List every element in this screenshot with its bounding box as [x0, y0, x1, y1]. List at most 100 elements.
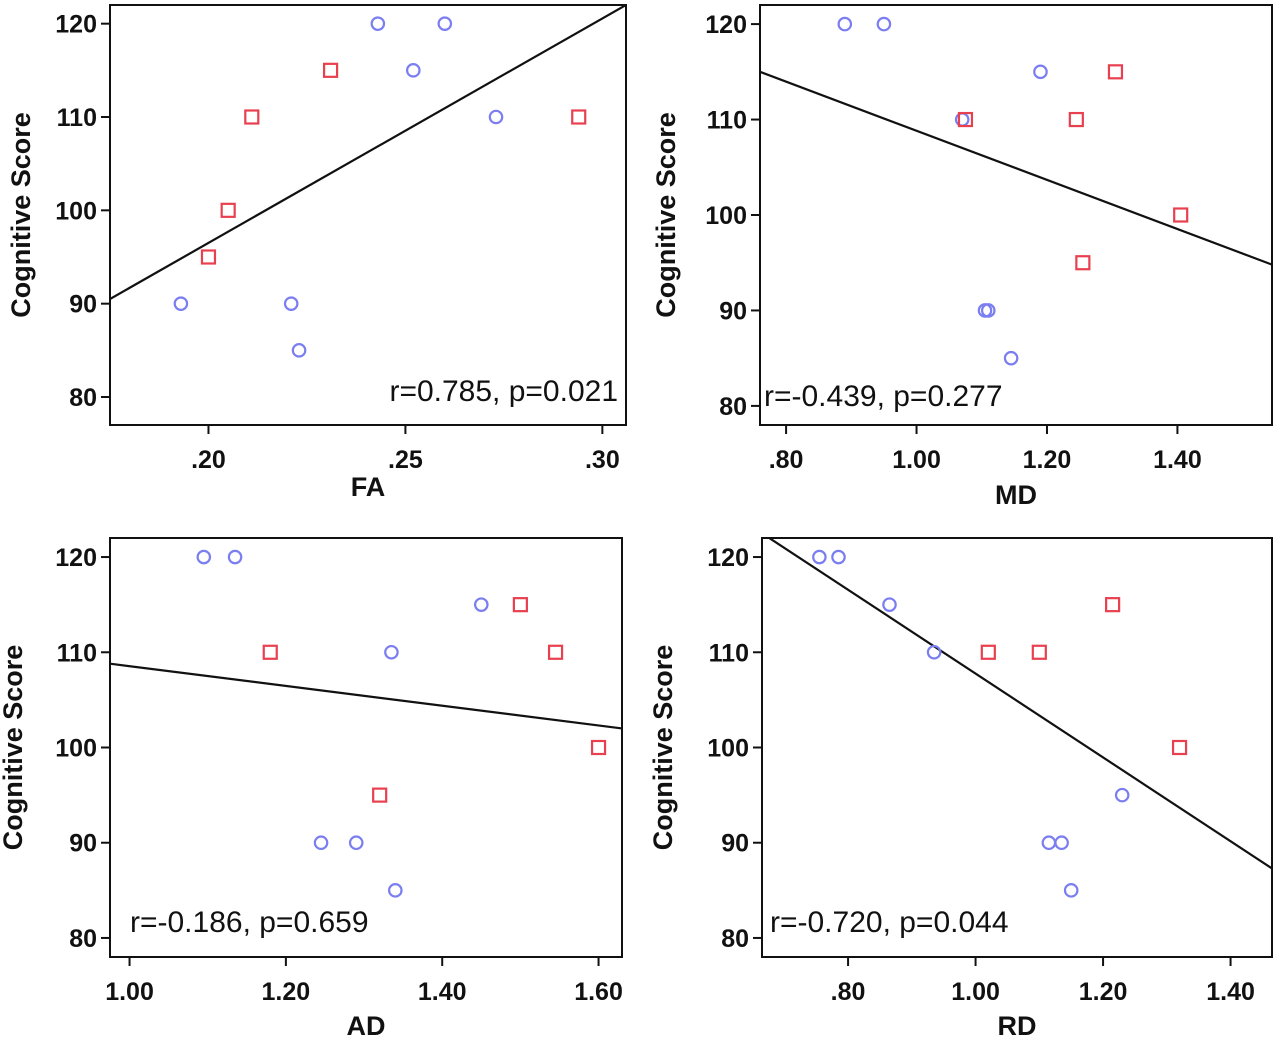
data-point-circle — [1054, 835, 1069, 851]
y-tick-label: 100 — [705, 202, 747, 230]
data-point-circle — [831, 549, 846, 565]
data-point-circle — [473, 597, 489, 612]
y-tick-label: 80 — [721, 925, 749, 953]
x-axis-title: MD — [995, 480, 1037, 510]
y-axis-title: Cognitive Score — [0, 645, 28, 851]
data-point-square — [1075, 255, 1091, 271]
scatter-panel-md: 80 90 100 110 120 .80 1.00 1.20 1.40 MD Cognitive … — [651, 4, 1273, 510]
data-point-circle — [196, 549, 212, 565]
data-point-circle — [173, 296, 189, 311]
data-point-circle — [882, 597, 897, 612]
x-tick-label: 1.40 — [1206, 978, 1255, 1006]
data-point-square — [571, 109, 587, 125]
x-tick-label: 1.40 — [1153, 446, 1202, 474]
y-tick-label: 110 — [57, 639, 97, 667]
y-tick-label: 110 — [709, 639, 749, 667]
correlation-annotation: r=-0.186, p=0.659 — [130, 906, 369, 939]
data-point-circle — [980, 303, 996, 318]
data-point-square — [512, 597, 528, 613]
y-tick-label: 120 — [705, 11, 747, 39]
data-point-square — [262, 644, 278, 660]
plot-frame — [109, 4, 627, 426]
y-axis-title: Cognitive Score — [648, 645, 678, 851]
data-point-circle — [1063, 883, 1079, 898]
correlation-annotation: r=-0.720, p=0.044 — [770, 906, 1009, 939]
y-tick-label: 80 — [69, 384, 97, 412]
data-point-circle — [370, 16, 386, 31]
regression-line — [110, 662, 622, 730]
regression-line — [760, 70, 1272, 266]
x-tick-label: .25 — [388, 446, 423, 474]
data-point-circle — [313, 835, 329, 851]
correlation-annotation: r=0.785, p=0.021 — [389, 375, 618, 408]
data-point-square — [220, 202, 236, 218]
data-point-square — [1105, 597, 1121, 613]
data-point-square — [1031, 644, 1047, 660]
data-point-square — [372, 787, 388, 803]
y-tick-label: 120 — [55, 11, 97, 39]
data-point-circle — [926, 644, 942, 660]
scatter-panel-fa: 80 90 100 110 120 .20 .25 .30 FA Cognitive Score r… — [6, 4, 627, 502]
data-point-circle — [837, 16, 853, 32]
data-point-square — [1173, 207, 1189, 223]
y-axis-title: Cognitive Score — [6, 112, 36, 318]
data-point-square — [957, 111, 974, 128]
data-point-square — [1107, 64, 1124, 80]
data-point-square — [1171, 739, 1188, 756]
x-tick-label: 1.60 — [574, 978, 623, 1006]
x-axis-title: RD — [998, 1011, 1037, 1041]
data-point-circle — [812, 549, 827, 565]
y-tick-label: 100 — [55, 735, 97, 763]
data-point-circle — [488, 109, 504, 125]
data-point-square — [200, 249, 217, 265]
y-tick-label: 90 — [721, 830, 749, 858]
x-axis-title: AD — [347, 1011, 386, 1041]
y-tick-label: 80 — [719, 393, 747, 421]
x-tick-label: 1.20 — [1023, 446, 1072, 474]
data-point-circle — [348, 835, 364, 851]
data-point-square — [322, 62, 339, 78]
x-tick-label: 1.20 — [1079, 978, 1128, 1006]
data-point-square — [1068, 111, 1084, 128]
x-tick-label: .20 — [191, 446, 226, 474]
x-tick-label: 1.00 — [951, 978, 1000, 1006]
y-tick-label: 80 — [69, 925, 97, 953]
y-tick-label: 90 — [69, 291, 97, 319]
y-tick-label: 100 — [707, 735, 749, 763]
y-tick-label: 110 — [707, 107, 747, 135]
y-tick-label: 90 — [719, 297, 747, 325]
scatter-panel-rd: 80 90 100 110 120 .80 1.00 1.20 1.40 RD Cognitive … — [648, 537, 1273, 1041]
data-point-circle — [437, 16, 453, 31]
data-point-circle — [227, 549, 243, 565]
data-point-square — [590, 739, 607, 756]
y-tick-label: 120 — [707, 544, 749, 572]
data-point-square — [244, 109, 260, 125]
data-point-circle — [1033, 64, 1048, 80]
data-point-circle — [388, 883, 403, 898]
x-tick-label: .80 — [769, 446, 804, 474]
data-point-circle — [384, 644, 399, 660]
scatter-panel-ad: 80 90 100 110 120 1.00 1.20 1.40 1.60 AD Cognitive… — [0, 537, 623, 1041]
x-tick-label: 1.00 — [892, 446, 941, 474]
y-tick-label: 120 — [55, 544, 97, 572]
data-point-circle — [291, 343, 307, 358]
x-tick-label: .80 — [831, 978, 866, 1006]
regression-line — [110, 5, 626, 300]
data-point-square — [980, 644, 996, 660]
y-axis-title: Cognitive Score — [651, 112, 681, 318]
data-point-circle — [283, 296, 299, 311]
correlation-annotation: r=-0.439, p=0.277 — [764, 380, 1003, 413]
x-tick-label: .30 — [585, 446, 620, 474]
data-point-circle — [1114, 787, 1130, 803]
x-axis-title: FA — [351, 472, 386, 502]
y-tick-label: 90 — [69, 830, 97, 858]
data-point-square — [547, 644, 564, 660]
x-tick-label: 1.20 — [262, 978, 311, 1006]
data-point-circle — [1003, 350, 1019, 366]
x-tick-label: 1.40 — [418, 978, 467, 1006]
x-tick-label: 1.00 — [105, 978, 154, 1006]
data-point-circle — [876, 16, 892, 32]
y-tick-label: 110 — [57, 104, 97, 132]
data-point-circle — [405, 63, 421, 78]
